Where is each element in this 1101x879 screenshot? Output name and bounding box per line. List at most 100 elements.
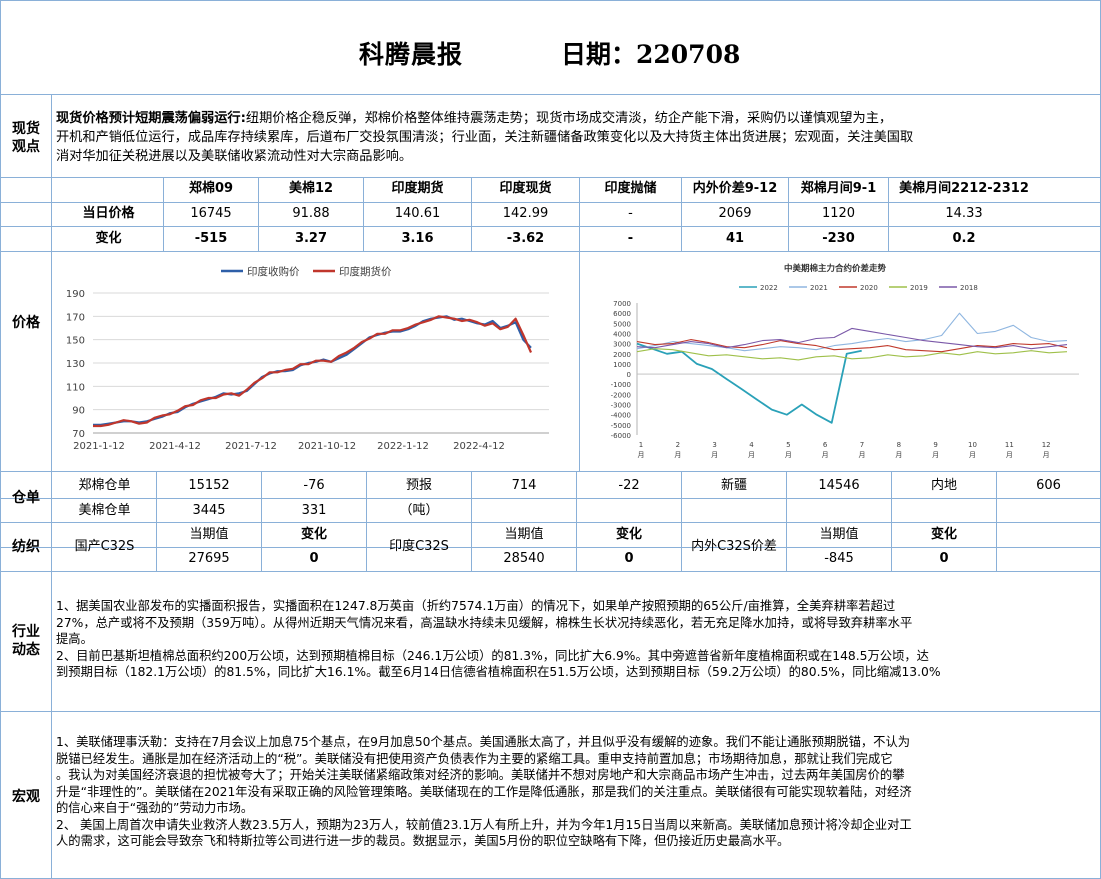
- today-price-3: 142.99: [502, 206, 549, 221]
- today-price-7: 14.33: [945, 206, 983, 221]
- x-tick-label: 2021-4-12: [149, 441, 201, 452]
- y-tick-label: 4000: [613, 330, 631, 338]
- spread-yarn-value: -845: [824, 551, 854, 566]
- chart-title: 中美期棉主力合约价差走势: [784, 263, 887, 274]
- x-tick-unit: 月: [969, 451, 976, 459]
- divider: [681, 177, 682, 251]
- y-tick-label: -6000: [611, 432, 631, 440]
- spot-label-line1: 现货: [12, 121, 40, 137]
- industry-line: 1、据美国农业部发布的实播面积报告，实播面积在1247.8万英亩（折约7574.…: [56, 599, 896, 613]
- legend-label: 印度期货价: [339, 265, 392, 278]
- series-line-2022: [636, 342, 862, 424]
- unit-label: （吨）: [399, 503, 439, 518]
- divider: [576, 471, 577, 571]
- us-warehouse-label: 美棉仓单: [78, 503, 131, 518]
- textile-section-label: 纺织: [12, 539, 40, 555]
- report-date: 日期：220708: [561, 40, 741, 69]
- divider: [1, 177, 1100, 178]
- x-tick-label: 2: [676, 441, 680, 449]
- divider: [1, 711, 1100, 712]
- spread-yarn-change: 0: [939, 551, 949, 566]
- divider: [156, 471, 157, 571]
- warehouse-section-label: 仓单: [12, 490, 40, 506]
- y-tick-label: -5000: [611, 422, 631, 430]
- domestic-yarn-label: 国产C32S: [74, 539, 135, 554]
- x-tick-label: 5: [786, 441, 790, 449]
- domestic-yarn-change: 0: [309, 551, 319, 566]
- today-price-0: 16745: [190, 206, 232, 221]
- x-tick-label: 8: [897, 441, 901, 449]
- legend-label: 2018: [960, 284, 978, 292]
- macro-line: 升是“非理性的”。美联储在2021年没有采取正确的风险管理策略。美联储现在的工作…: [56, 784, 912, 799]
- inland-value: 606: [1036, 478, 1061, 493]
- domestic-cur-header: 当期值: [189, 527, 229, 542]
- industry-line: 27%，总产或将不及预期（359万吨）。从得州近期天气情况来看，高温缺水持续未见…: [56, 615, 913, 630]
- x-tick-unit: 月: [1043, 451, 1050, 459]
- macro-section-label: 宏观: [12, 789, 40, 805]
- series-line-2021: [636, 312, 1068, 352]
- today-price-6: 1120: [821, 206, 856, 221]
- legend-label: 印度收购价: [247, 265, 300, 278]
- zz-warehouse-value: 15152: [188, 478, 230, 493]
- india-cur-header: 当期值: [504, 527, 544, 542]
- series-line-2019: [636, 348, 1068, 361]
- x-tick-unit: 月: [711, 451, 718, 459]
- price-header-7: 美棉月间2212-2312: [899, 181, 1029, 196]
- divider: [51, 94, 52, 878]
- y-tick-label: 6000: [613, 310, 631, 318]
- series-line-2018: [636, 327, 1068, 350]
- price-header-2: 印度期货: [391, 181, 444, 196]
- divider: [1, 226, 1100, 227]
- spot-section-label: 现货 观点: [1, 120, 51, 156]
- divider: [1, 471, 1100, 472]
- divider: [471, 177, 472, 251]
- x-tick-label: 3: [712, 441, 716, 449]
- x-tick-label: 11: [1005, 441, 1014, 449]
- industry-label-line2: 动态: [12, 642, 40, 658]
- industry-label-line1: 行业: [12, 624, 40, 640]
- x-tick-unit: 月: [895, 451, 902, 459]
- macro-line: 的信心来自于“强劲的”劳动力市场。: [56, 801, 254, 815]
- x-tick-unit: 月: [638, 451, 645, 459]
- xinjiang-value: 14546: [818, 478, 860, 493]
- spot-line2: 开机和产销低位运行，成品库存持续累库，后道布厂交投氛围清淡；行业面，关注新疆储备…: [56, 130, 914, 145]
- legend-label: 2020: [860, 284, 878, 292]
- spot-line1: 纽期价格企稳反弹，郑棉价格整体维持震荡走势；现货市场成交清淡，纺企产能下滑，采购…: [245, 111, 893, 126]
- divider: [788, 177, 789, 251]
- us-warehouse-change: 331: [301, 503, 327, 518]
- divider: [261, 471, 262, 571]
- y-tick-label: 5000: [613, 320, 631, 328]
- x-tick-unit: 月: [822, 451, 829, 459]
- india-yarn-value: 28540: [503, 551, 545, 566]
- today-price-4: -: [628, 206, 633, 221]
- y-tick-label: 7000: [613, 300, 631, 308]
- y-tick-label: -2000: [611, 391, 631, 399]
- xinjiang-label: 新疆: [720, 478, 747, 493]
- price-header-4: 印度抛储: [604, 181, 657, 196]
- x-tick-label: 6: [823, 441, 828, 449]
- x-tick-label: 2021-10-12: [298, 441, 356, 452]
- divider: [363, 177, 364, 251]
- forecast-value: 714: [511, 478, 537, 493]
- x-tick-label: 9: [933, 441, 937, 449]
- domestic-chg-header: 变化: [300, 527, 327, 542]
- spot-label-line2: 观点: [12, 139, 40, 155]
- price-header-1: 美棉12: [288, 181, 334, 196]
- spot-view: 现货价格预计短期震荡偏弱运行:纽期价格企稳反弹，郑棉价格整体维持震荡走势；现货市…: [56, 109, 1096, 166]
- y-tick-label: 90: [72, 406, 85, 417]
- macro-line: 1、美联储理事沃勒：支持在7月会议上加息75个基点，在9月加息50个基点。美国通…: [56, 735, 911, 749]
- y-tick-label: -1000: [611, 381, 631, 389]
- price-header-3: 印度现货: [499, 181, 552, 196]
- divider: [1, 498, 1100, 499]
- x-tick-label: 2021-1-12: [73, 441, 125, 452]
- industry-line: 提高。: [56, 632, 93, 646]
- y-tick-label: -3000: [611, 402, 631, 410]
- zz-warehouse-label: 郑棉仓单: [78, 478, 131, 493]
- today-price-5: 2069: [718, 206, 752, 221]
- forecast-label: 预报: [405, 478, 432, 493]
- spread-cur-header: 当期值: [819, 527, 859, 542]
- divider: [891, 471, 892, 571]
- x-tick-unit: 月: [674, 451, 681, 459]
- spread-chg-header: 变化: [930, 527, 957, 542]
- industry-line: 到预期目标（182.1万公顷）的81.5%，同比扩大16.1%。截至6月14日信…: [56, 665, 941, 679]
